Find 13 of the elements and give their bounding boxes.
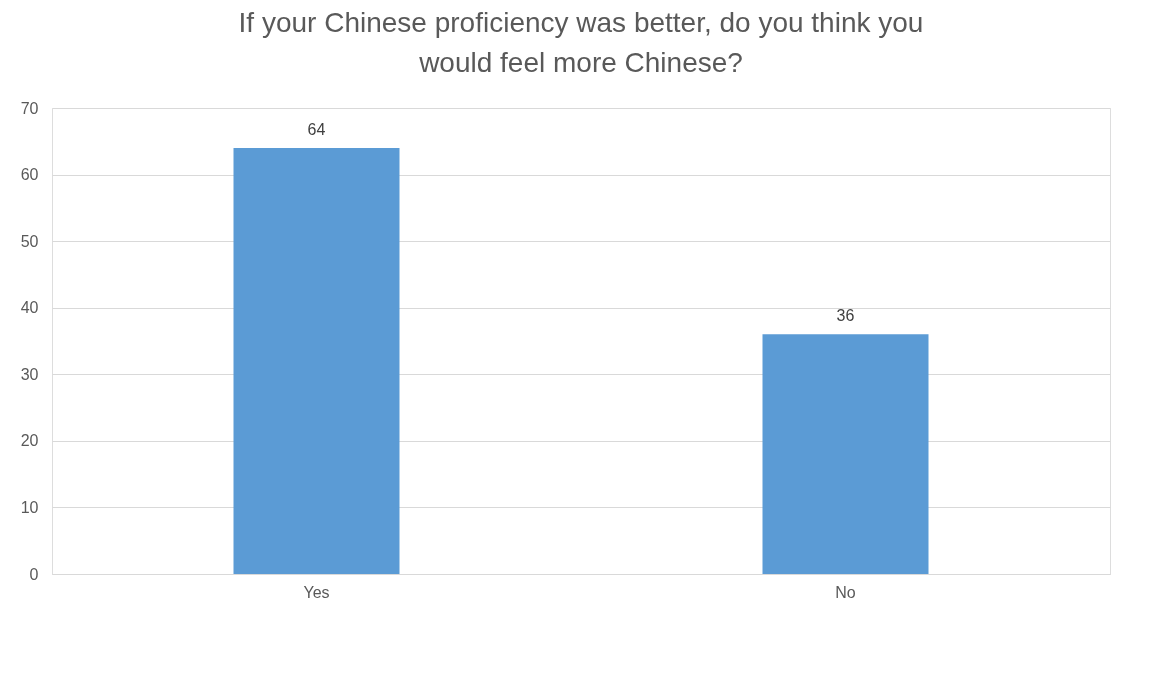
- y-tick-label: 20: [20, 432, 39, 450]
- data-label: 64: [307, 120, 326, 138]
- y-tick-label: 0: [29, 565, 39, 583]
- data-label: 36: [836, 307, 855, 325]
- y-tick-label: 70: [20, 99, 39, 117]
- y-tick-label: 40: [20, 299, 39, 317]
- y-tick-label: 50: [20, 232, 39, 250]
- chart-title: If your Chinese proficiency was better, do you think you would feel more Chinese?: [238, 7, 924, 78]
- y-tick-label: 10: [20, 498, 39, 516]
- x-tick-label: Yes: [303, 583, 330, 601]
- x-tick-label: No: [835, 583, 856, 601]
- y-tick-label: 30: [20, 365, 39, 383]
- y-tick-label: 60: [20, 166, 39, 184]
